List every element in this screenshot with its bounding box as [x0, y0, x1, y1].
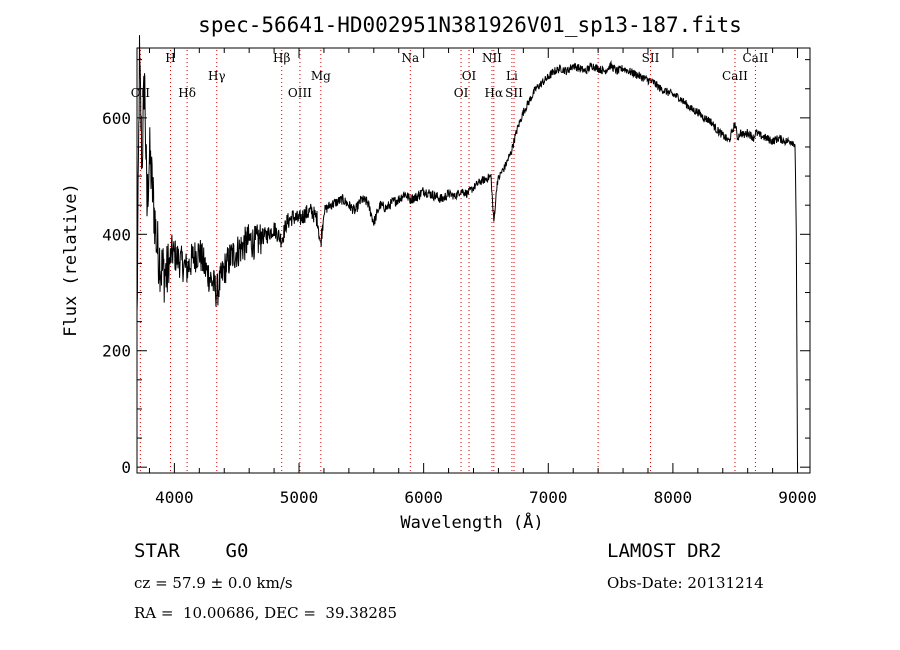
emission-line-labels: OIIHHδHγHβOIIIMgNaOIOINIIHαLiSIISIICaIIC… — [131, 51, 769, 100]
marker-label: Hδ — [178, 86, 196, 100]
marker-label: OIII — [288, 86, 312, 100]
marker-label: Na — [401, 51, 419, 65]
redshift-text: cz = 57.9 ± 0.0 km/s — [134, 574, 293, 592]
x-tick-label: 6000 — [404, 488, 443, 507]
y-tick-label: 200 — [102, 342, 131, 361]
marker-label: Hα — [485, 86, 504, 100]
spectrum-series — [136, 35, 798, 468]
x-axis-ticks: 4000 5000 6000 7000 8000 9000 — [148, 48, 817, 507]
y-axis-label: Flux (relative) — [61, 183, 81, 337]
marker-label: OI — [454, 86, 469, 100]
y-tick-label: 0 — [121, 458, 131, 477]
coordinates-text: RA = 10.00686, DEC = 39.38285 — [134, 604, 398, 622]
x-tick-label: 4000 — [155, 488, 194, 507]
observation-date: Obs-Date: 20131214 — [607, 574, 764, 592]
survey-name: LAMOST DR2 — [607, 540, 722, 562]
marker-label: Li — [506, 69, 518, 83]
x-tick-label: 8000 — [654, 488, 693, 507]
x-tick-label: 7000 — [529, 488, 568, 507]
marker-label: H — [165, 51, 175, 65]
x-axis-label: Wavelength (Å) — [400, 511, 543, 533]
x-tick-label: 9000 — [778, 488, 817, 507]
marker-label: Mg — [311, 69, 331, 83]
spectrum-line — [136, 35, 798, 468]
marker-label: NII — [482, 51, 502, 65]
marker-label: SII — [505, 86, 523, 100]
y-axis-ticks: 0 200 400 600 — [102, 59, 810, 477]
marker-label: CaII — [742, 51, 768, 65]
y-tick-label: 600 — [102, 109, 131, 128]
object-class: STAR G0 — [134, 540, 249, 562]
marker-label: Hβ — [273, 51, 290, 65]
x-tick-label: 5000 — [280, 488, 319, 507]
marker-label: CaII — [722, 69, 748, 83]
y-tick-label: 400 — [102, 225, 131, 244]
plot-title: spec-56641-HD002951N381926V01_sp13-187.f… — [198, 13, 742, 37]
marker-label: SII — [642, 51, 660, 65]
marker-label: Hγ — [208, 69, 226, 83]
marker-label: OI — [462, 69, 477, 83]
